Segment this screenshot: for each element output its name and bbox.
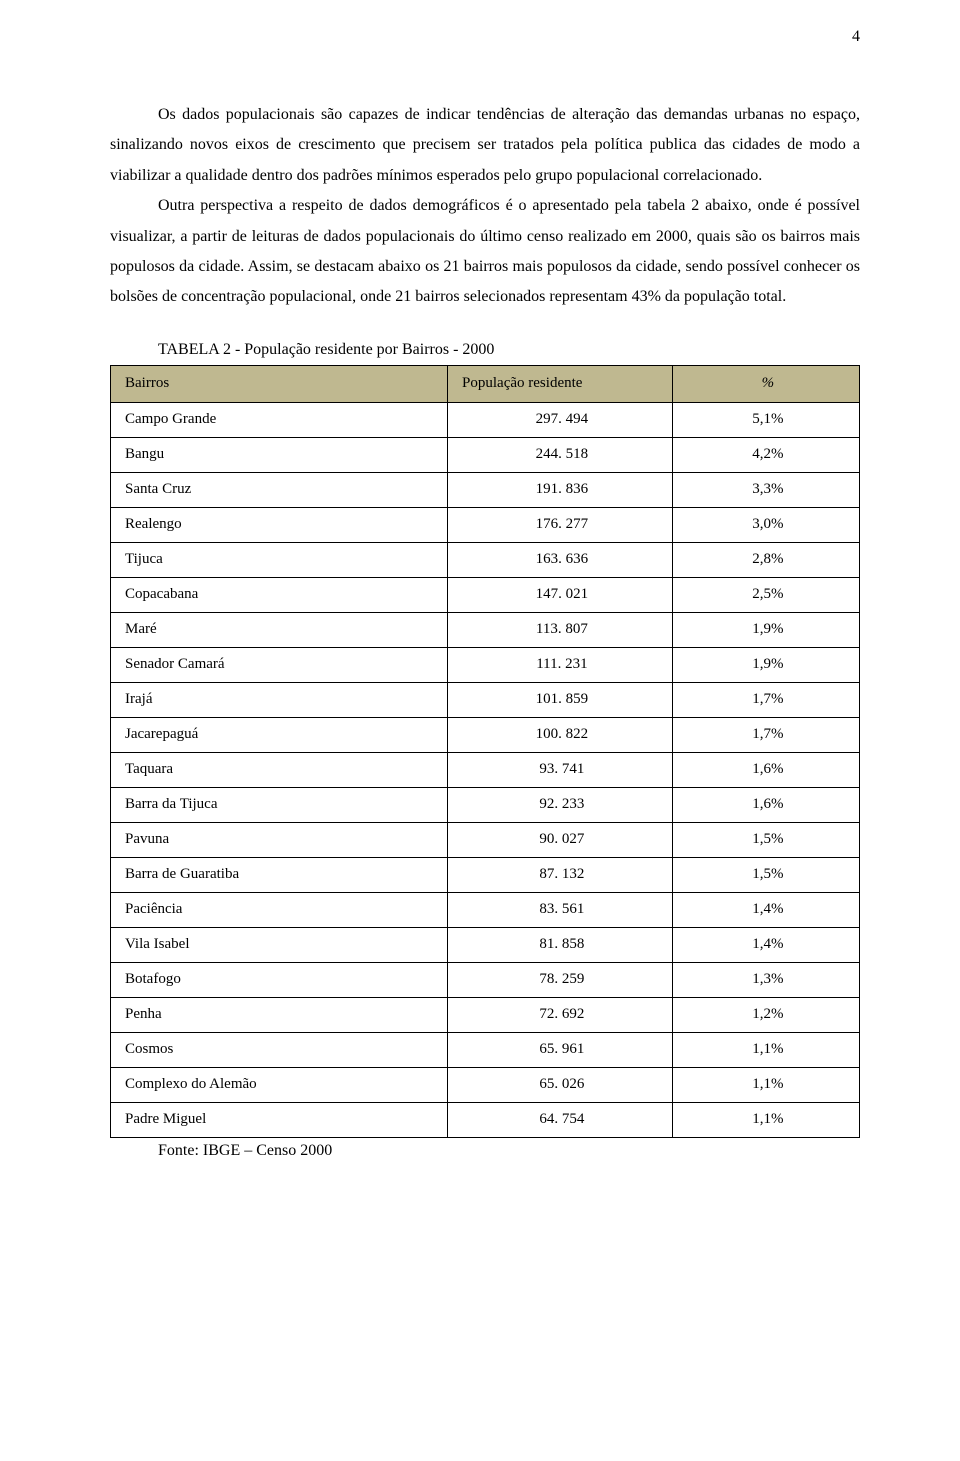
header-percent: % — [672, 365, 859, 402]
document-page: 4 Os dados populacionais são capazes de … — [0, 0, 960, 1220]
cell-bairro: Padre Miguel — [111, 1102, 448, 1137]
cell-percent: 1,6% — [672, 752, 859, 787]
table-row: Copacabana147. 0212,5% — [111, 577, 860, 612]
cell-percent: 1,1% — [672, 1102, 859, 1137]
cell-percent: 1,2% — [672, 997, 859, 1032]
cell-percent: 1,3% — [672, 962, 859, 997]
cell-percent: 1,9% — [672, 647, 859, 682]
cell-bairro: Tijuca — [111, 542, 448, 577]
table-source: Fonte: IBGE – Censo 2000 — [110, 1142, 860, 1160]
cell-bairro: Campo Grande — [111, 402, 448, 437]
cell-populacao: 100. 822 — [448, 717, 673, 752]
cell-populacao: 297. 494 — [448, 402, 673, 437]
cell-bairro: Pavuna — [111, 822, 448, 857]
cell-bairro: Jacarepaguá — [111, 717, 448, 752]
cell-percent: 4,2% — [672, 437, 859, 472]
table-row: Senador Camará111. 2311,9% — [111, 647, 860, 682]
table-header-row: Bairros População residente % — [111, 365, 860, 402]
table-row: Botafogo78. 2591,3% — [111, 962, 860, 997]
cell-populacao: 176. 277 — [448, 507, 673, 542]
cell-percent: 1,1% — [672, 1032, 859, 1067]
table-row: Padre Miguel64. 7541,1% — [111, 1102, 860, 1137]
header-populacao: População residente — [448, 365, 673, 402]
cell-populacao: 64. 754 — [448, 1102, 673, 1137]
cell-populacao: 83. 561 — [448, 892, 673, 927]
population-table: Bairros População residente % Campo Gran… — [110, 365, 860, 1138]
cell-bairro: Paciência — [111, 892, 448, 927]
table-body: Campo Grande297. 4945,1%Bangu244. 5184,2… — [111, 402, 860, 1137]
cell-bairro: Vila Isabel — [111, 927, 448, 962]
table-row: Santa Cruz191. 8363,3% — [111, 472, 860, 507]
cell-percent: 1,6% — [672, 787, 859, 822]
cell-populacao: 111. 231 — [448, 647, 673, 682]
table-row: Realengo176. 2773,0% — [111, 507, 860, 542]
cell-populacao: 81. 858 — [448, 927, 673, 962]
cell-populacao: 90. 027 — [448, 822, 673, 857]
cell-populacao: 93. 741 — [448, 752, 673, 787]
cell-percent: 2,5% — [672, 577, 859, 612]
cell-populacao: 113. 807 — [448, 612, 673, 647]
page-number: 4 — [852, 28, 860, 46]
cell-populacao: 78. 259 — [448, 962, 673, 997]
cell-populacao: 147. 021 — [448, 577, 673, 612]
table-row: Complexo do Alemão65. 0261,1% — [111, 1067, 860, 1102]
table-row: Jacarepaguá100. 8221,7% — [111, 717, 860, 752]
cell-bairro: Cosmos — [111, 1032, 448, 1067]
paragraph-2: Outra perspectiva a respeito de dados de… — [110, 191, 860, 313]
table-row: Barra da Tijuca92. 2331,6% — [111, 787, 860, 822]
table-row: Tijuca163. 6362,8% — [111, 542, 860, 577]
cell-populacao: 163. 636 — [448, 542, 673, 577]
table-row: Cosmos65. 9611,1% — [111, 1032, 860, 1067]
cell-populacao: 244. 518 — [448, 437, 673, 472]
table-row: Campo Grande297. 4945,1% — [111, 402, 860, 437]
cell-percent: 3,0% — [672, 507, 859, 542]
cell-bairro: Irajá — [111, 682, 448, 717]
cell-populacao: 87. 132 — [448, 857, 673, 892]
cell-bairro: Botafogo — [111, 962, 448, 997]
cell-percent: 2,8% — [672, 542, 859, 577]
cell-bairro: Senador Camará — [111, 647, 448, 682]
cell-bairro: Penha — [111, 997, 448, 1032]
body-text: Os dados populacionais são capazes de in… — [110, 100, 860, 313]
table-row: Bangu244. 5184,2% — [111, 437, 860, 472]
cell-bairro: Bangu — [111, 437, 448, 472]
table-row: Barra de Guaratiba87. 1321,5% — [111, 857, 860, 892]
cell-bairro: Complexo do Alemão — [111, 1067, 448, 1102]
cell-bairro: Copacabana — [111, 577, 448, 612]
cell-populacao: 101. 859 — [448, 682, 673, 717]
table-row: Paciência83. 5611,4% — [111, 892, 860, 927]
cell-percent: 3,3% — [672, 472, 859, 507]
table-row: Vila Isabel81. 8581,4% — [111, 927, 860, 962]
cell-percent: 1,5% — [672, 857, 859, 892]
cell-percent: 1,4% — [672, 892, 859, 927]
cell-percent: 1,7% — [672, 682, 859, 717]
paragraph-1: Os dados populacionais são capazes de in… — [110, 100, 860, 191]
cell-bairro: Maré — [111, 612, 448, 647]
cell-populacao: 65. 961 — [448, 1032, 673, 1067]
cell-bairro: Barra da Tijuca — [111, 787, 448, 822]
cell-bairro: Santa Cruz — [111, 472, 448, 507]
cell-populacao: 191. 836 — [448, 472, 673, 507]
cell-bairro: Taquara — [111, 752, 448, 787]
cell-bairro: Realengo — [111, 507, 448, 542]
cell-percent: 1,4% — [672, 927, 859, 962]
cell-populacao: 65. 026 — [448, 1067, 673, 1102]
table-row: Pavuna90. 0271,5% — [111, 822, 860, 857]
table-row: Irajá101. 8591,7% — [111, 682, 860, 717]
cell-populacao: 72. 692 — [448, 997, 673, 1032]
cell-percent: 1,1% — [672, 1067, 859, 1102]
table-row: Maré113. 8071,9% — [111, 612, 860, 647]
table-title: TABELA 2 - População residente por Bairr… — [110, 341, 860, 359]
cell-percent: 5,1% — [672, 402, 859, 437]
cell-percent: 1,5% — [672, 822, 859, 857]
cell-percent: 1,9% — [672, 612, 859, 647]
cell-bairro: Barra de Guaratiba — [111, 857, 448, 892]
cell-populacao: 92. 233 — [448, 787, 673, 822]
table-row: Penha72. 6921,2% — [111, 997, 860, 1032]
table-row: Taquara93. 7411,6% — [111, 752, 860, 787]
header-bairros: Bairros — [111, 365, 448, 402]
cell-percent: 1,7% — [672, 717, 859, 752]
